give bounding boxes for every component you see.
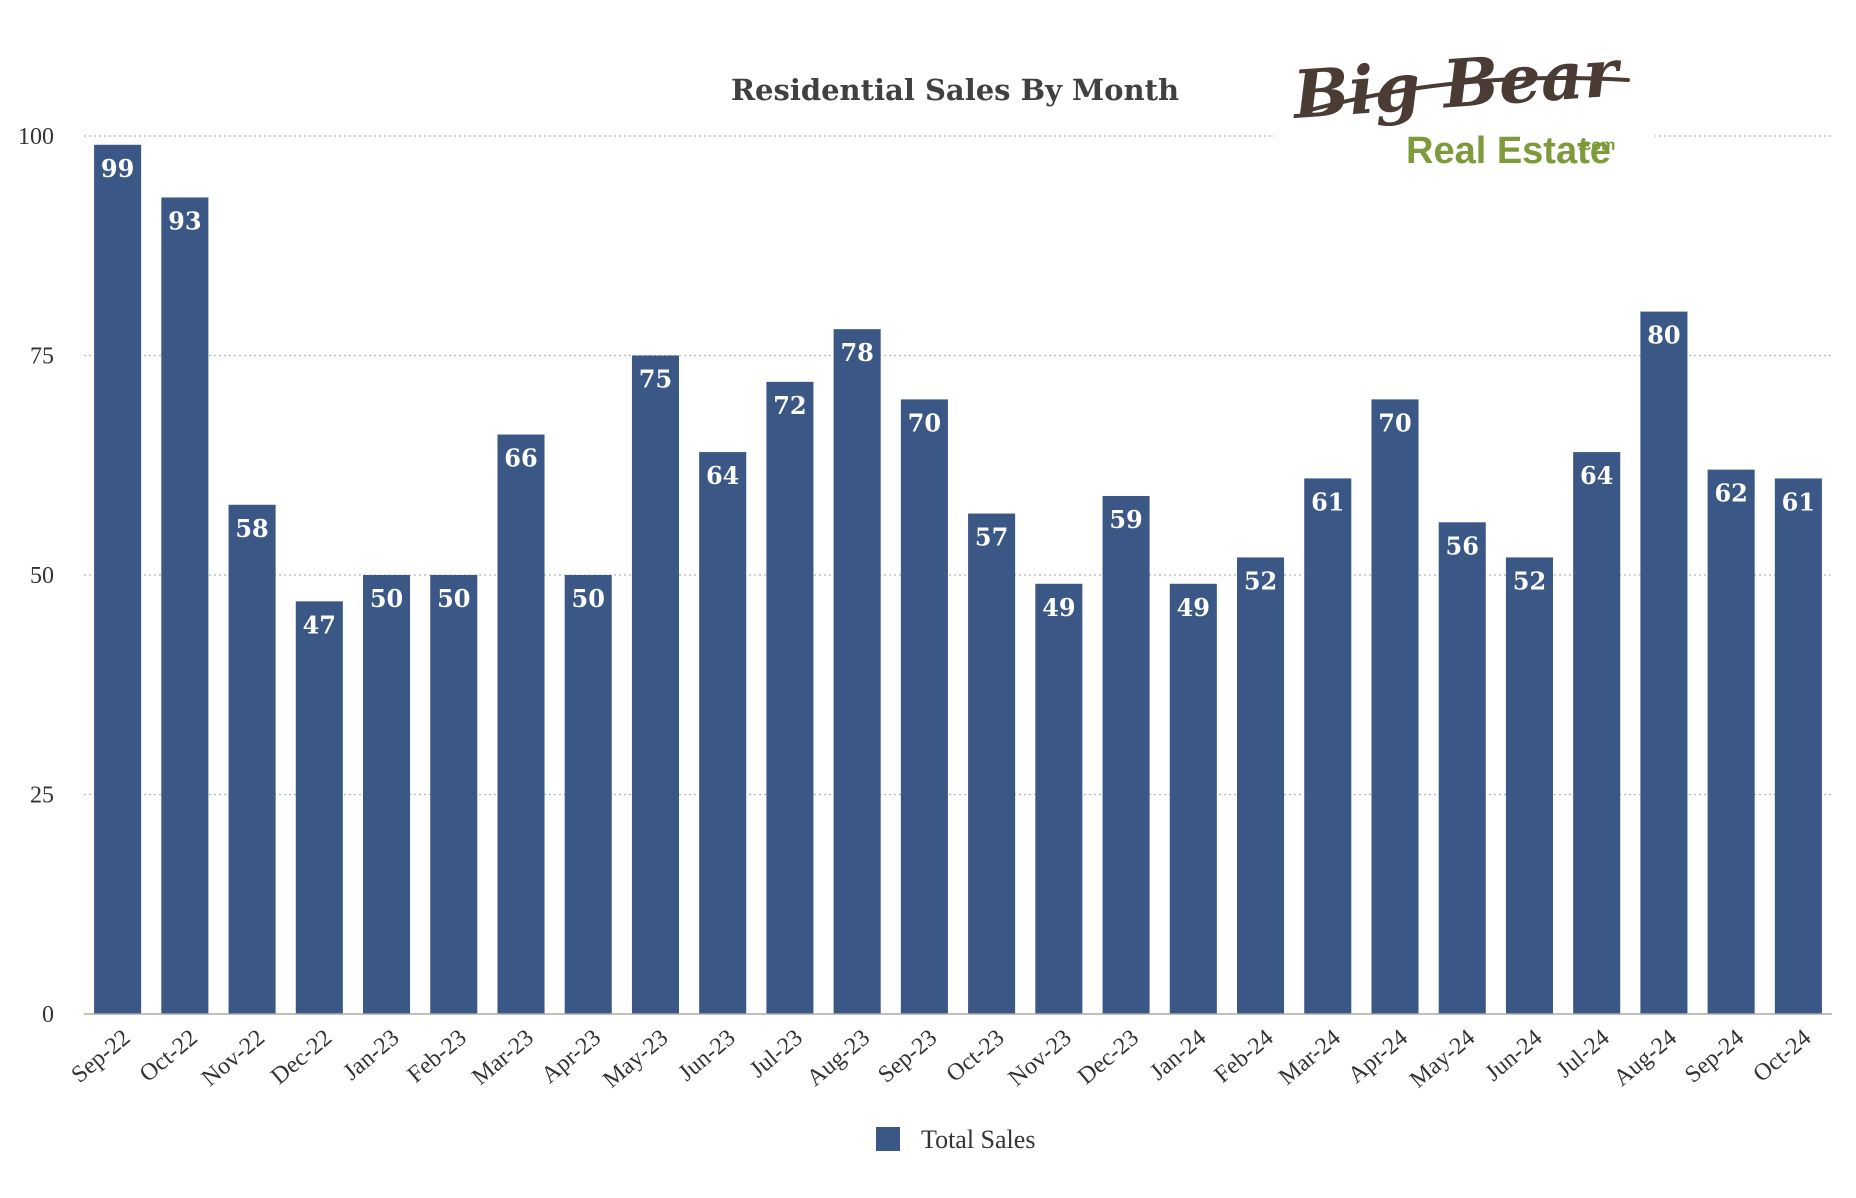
bar — [1640, 311, 1688, 1015]
data-label: 49 — [1042, 593, 1075, 622]
x-tick-label: Jun-24 — [1481, 1025, 1548, 1087]
bar — [228, 504, 276, 1014]
x-tick-label: May-23 — [598, 1025, 673, 1094]
bar — [1237, 557, 1285, 1014]
x-tick-label: Feb-23 — [403, 1025, 472, 1089]
x-tick-label: Dec-23 — [1073, 1025, 1144, 1090]
x-tick-label: Mar-24 — [1274, 1025, 1345, 1091]
bar — [295, 601, 343, 1014]
bar — [900, 399, 948, 1014]
y-tick-label: 0 — [42, 1002, 54, 1028]
data-label: 50 — [370, 584, 403, 613]
data-labels: 99 93 58 47 50 50 66 50 75 64 72 78 70 57 49 59 49 52 61 70… — [101, 154, 1815, 640]
x-tick-label: Jun-23 — [674, 1025, 741, 1087]
legend-swatch — [876, 1127, 900, 1151]
bar — [699, 452, 747, 1015]
bar — [766, 381, 814, 1015]
data-label: 56 — [1446, 531, 1479, 560]
data-label: 64 — [1580, 461, 1613, 490]
x-tick-label: May-24 — [1405, 1025, 1480, 1094]
bar — [1573, 452, 1621, 1015]
x-tick-label: Sep-22 — [67, 1025, 136, 1089]
x-tick-label: Mar-23 — [467, 1025, 538, 1091]
data-label: 80 — [1647, 321, 1680, 350]
x-tick-label: Jul-24 — [1552, 1025, 1615, 1083]
data-label: 58 — [235, 514, 268, 543]
y-tick-label: 25 — [30, 783, 54, 809]
data-label: 93 — [168, 206, 201, 235]
data-label: 99 — [101, 154, 134, 183]
data-label: 66 — [504, 444, 537, 473]
bar — [1102, 495, 1150, 1015]
x-tick-label: Aug-24 — [1609, 1025, 1682, 1092]
bar — [833, 329, 881, 1014]
x-tick-label: Feb-24 — [1210, 1025, 1279, 1089]
data-label: 70 — [1378, 408, 1411, 437]
data-label: 62 — [1714, 479, 1747, 508]
chart-title: Residential Sales By Month — [731, 73, 1179, 107]
bar — [1169, 583, 1217, 1014]
bar — [1707, 469, 1755, 1014]
bar — [968, 513, 1016, 1014]
x-tick-label: Jul-23 — [745, 1025, 808, 1083]
bar — [1371, 399, 1419, 1014]
x-tick-label: Jan-24 — [1145, 1025, 1211, 1086]
data-label: 72 — [773, 391, 806, 420]
y-tick-label: 75 — [30, 344, 54, 370]
x-tick-label: Oct-24 — [1748, 1025, 1816, 1088]
bar — [1438, 522, 1486, 1014]
logo-text-com: .com — [1578, 137, 1615, 154]
logo-background — [1275, 55, 1655, 175]
x-tick-label: Aug-23 — [802, 1025, 875, 1092]
brand-logo: Big Bear Real Estate .com — [1275, 33, 1655, 175]
x-tick-label: Sep-24 — [1680, 1025, 1749, 1089]
data-label: 52 — [1244, 566, 1277, 595]
bar — [363, 575, 411, 1014]
bar — [497, 434, 545, 1014]
x-tick-label: Oct-22 — [135, 1025, 203, 1088]
x-tick-label: Jan-23 — [339, 1025, 405, 1086]
bar — [564, 575, 612, 1014]
data-label: 50 — [437, 584, 470, 613]
bar — [1035, 583, 1083, 1014]
x-tick-label: Nov-23 — [1004, 1025, 1077, 1092]
data-label: 61 — [1782, 487, 1815, 516]
bar — [1505, 557, 1553, 1014]
bar — [94, 144, 142, 1014]
data-label: 57 — [975, 523, 1008, 552]
bars — [94, 144, 1822, 1015]
legend-label: Total Sales — [921, 1125, 1035, 1154]
data-label: 75 — [639, 365, 672, 394]
data-label: 49 — [1177, 593, 1210, 622]
legend: Total Sales — [876, 1125, 1035, 1154]
data-label: 50 — [572, 584, 605, 613]
x-tick-label: Nov-22 — [197, 1025, 270, 1092]
data-label: 64 — [706, 461, 739, 490]
y-tick-label: 100 — [18, 124, 54, 150]
data-label: 78 — [840, 338, 873, 367]
bar — [161, 197, 209, 1014]
data-label: 59 — [1109, 505, 1142, 534]
gridlines — [84, 135, 1832, 796]
bar — [1774, 478, 1822, 1014]
bar — [430, 575, 478, 1014]
x-tick-label: Oct-23 — [942, 1025, 1010, 1088]
x-tick-label: Apr-24 — [1343, 1025, 1412, 1089]
y-axis-ticks: 0 25 50 75 100 — [18, 124, 54, 1028]
data-label: 52 — [1513, 566, 1546, 595]
x-tick-label: Apr-23 — [537, 1025, 606, 1089]
data-label: 47 — [303, 610, 336, 639]
bar — [1304, 478, 1352, 1014]
y-tick-label: 50 — [30, 563, 54, 589]
logo-swoosh — [1308, 76, 1630, 112]
data-label: 70 — [908, 408, 941, 437]
x-tick-label: Dec-22 — [266, 1025, 337, 1090]
logo-text-real-estate: Real Estate — [1406, 130, 1611, 172]
x-tick-label: Sep-23 — [873, 1025, 942, 1089]
bar — [631, 355, 679, 1014]
data-label: 61 — [1311, 487, 1344, 516]
